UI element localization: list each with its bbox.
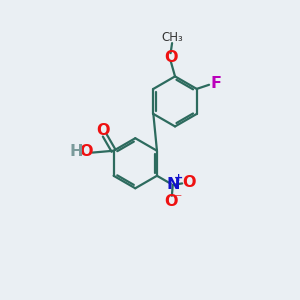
Text: O: O <box>164 194 178 208</box>
Text: +: + <box>173 173 183 183</box>
Text: O: O <box>164 50 177 65</box>
Text: H: H <box>70 145 83 160</box>
Text: F: F <box>210 76 221 91</box>
Text: O: O <box>182 175 196 190</box>
Text: O: O <box>79 145 93 160</box>
Text: N: N <box>166 177 179 192</box>
Text: O: O <box>97 123 110 138</box>
Text: ⁻: ⁻ <box>174 193 182 207</box>
Text: CH₃: CH₃ <box>161 31 183 44</box>
